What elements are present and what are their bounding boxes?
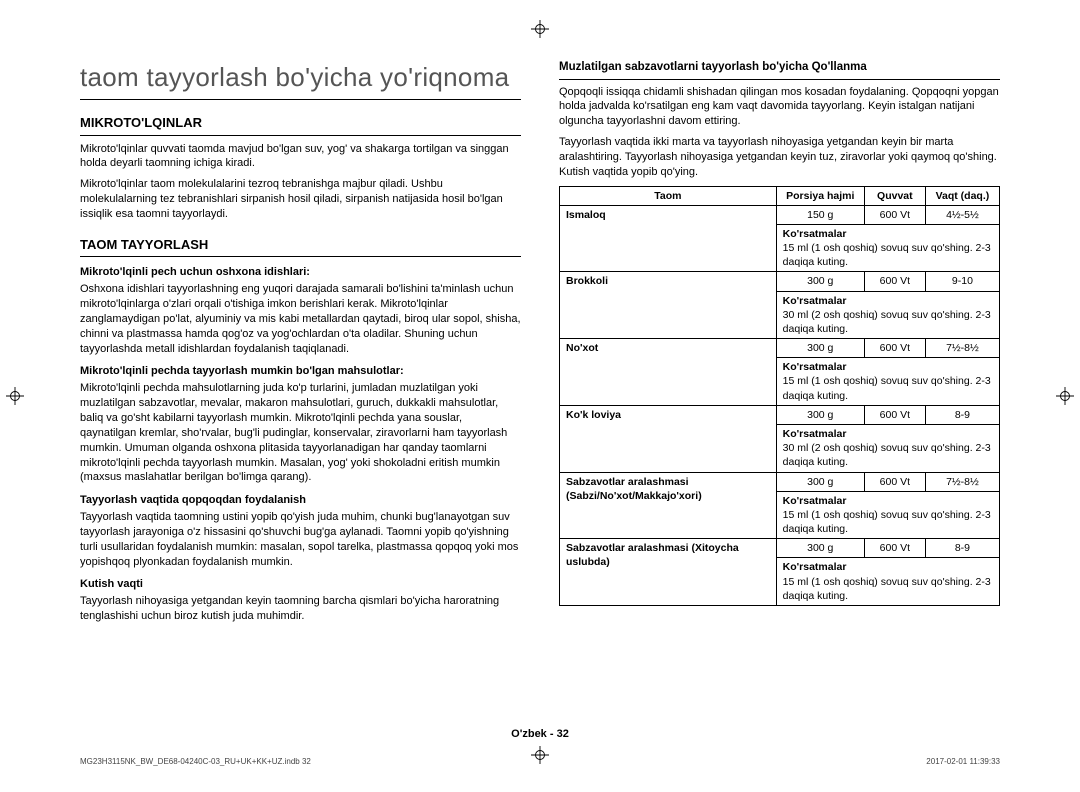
cell-instructions: Ko'rsatmalar15 ml (1 osh qoshiq) sovuq s… (776, 491, 999, 539)
paragraph: Tayyorlash nihoyasiga yetgandan keyin ta… (80, 594, 521, 624)
guide-title: Muzlatilgan sabzavotlarni tayyorlash bo'… (559, 60, 1000, 80)
registration-mark-right (1056, 387, 1074, 405)
instructions-label: Ko'rsatmalar (783, 427, 993, 441)
cell-food: Ismaloq (560, 205, 777, 272)
paragraph: Tayyorlash vaqtida ikki marta va tayyorl… (559, 135, 1000, 180)
paragraph: Tayyorlash vaqtida taomning ustini yopib… (80, 510, 521, 569)
left-column: taom tayyorlash bo'yicha yo'riqnoma MIKR… (80, 60, 521, 680)
section-heading-mikrotolqinlar: MIKROTO'LQINLAR (80, 114, 521, 136)
cell-portion: 300 g (776, 472, 864, 491)
instructions-text: 15 ml (1 osh qoshiq) sovuq suv qo'shing.… (783, 508, 993, 536)
subheading: Kutish vaqti (80, 577, 521, 592)
cell-power: 600 Vt (864, 272, 925, 291)
subheading: Tayyorlash vaqtida qopqoqdan foydalanish (80, 493, 521, 508)
cell-instructions: Ko'rsatmalar30 ml (2 osh qoshiq) sovuq s… (776, 424, 999, 472)
col-power: Quvvat (864, 186, 925, 205)
table-row: No'xot300 g600 Vt7½-8½ (560, 339, 1000, 358)
registration-mark-left (6, 387, 24, 405)
cell-time: 7½-8½ (925, 472, 999, 491)
instructions-label: Ko'rsatmalar (783, 294, 993, 308)
cell-time: 8-9 (925, 539, 999, 558)
paragraph: Oshxona idishlari tayyorlashning eng yuq… (80, 282, 521, 356)
cell-power: 600 Vt (864, 205, 925, 224)
cell-time: 4½-5½ (925, 205, 999, 224)
instructions-label: Ko'rsatmalar (783, 360, 993, 374)
table-row: Sabzavotlar aralashmasi (Xitoycha uslubd… (560, 539, 1000, 558)
cell-food: Ko'k loviya (560, 405, 777, 472)
section-heading-taom-tayyorlash: TAOM TAYYORLASH (80, 236, 521, 258)
cell-instructions: Ko'rsatmalar15 ml (1 osh qoshiq) sovuq s… (776, 358, 999, 406)
table-row: Sabzavotlar aralashmasi (Sabzi/No'xot/Ma… (560, 472, 1000, 491)
footnote-left: MG23H3115NK_BW_DE68-04240C-03_RU+UK+KK+U… (80, 757, 311, 768)
paragraph: Mikroto'lqinli pechda mahsulotlarning ju… (80, 381, 521, 485)
right-column: Muzlatilgan sabzavotlarni tayyorlash bo'… (559, 60, 1000, 680)
cell-time: 9-10 (925, 272, 999, 291)
instructions-text: 30 ml (2 osh qoshiq) sovuq suv qo'shing.… (783, 308, 993, 336)
content-columns: taom tayyorlash bo'yicha yo'riqnoma MIKR… (80, 60, 1000, 680)
cell-time: 7½-8½ (925, 339, 999, 358)
cell-portion: 300 g (776, 339, 864, 358)
cell-power: 600 Vt (864, 472, 925, 491)
cell-portion: 300 g (776, 272, 864, 291)
instructions-label: Ko'rsatmalar (783, 227, 993, 241)
instructions-text: 15 ml (1 osh qoshiq) sovuq suv qo'shing.… (783, 241, 993, 269)
cell-instructions: Ko'rsatmalar15 ml (1 osh qoshiq) sovuq s… (776, 558, 999, 606)
instructions-label: Ko'rsatmalar (783, 494, 993, 508)
cell-portion: 150 g (776, 205, 864, 224)
paragraph: Mikroto'lqinlar quvvati taomda mavjud bo… (80, 142, 521, 172)
paragraph: Qopqoqli issiqqa chidamli shishadan qili… (559, 85, 1000, 130)
table-header-row: Taom Porsiya hajmi Quvvat Vaqt (daq.) (560, 186, 1000, 205)
cell-portion: 300 g (776, 539, 864, 558)
instructions-label: Ko'rsatmalar (783, 560, 993, 574)
cell-food: Brokkoli (560, 272, 777, 339)
cell-instructions: Ko'rsatmalar15 ml (1 osh qoshiq) sovuq s… (776, 224, 999, 272)
page-title: taom tayyorlash bo'yicha yo'riqnoma (80, 60, 521, 100)
print-footnote: MG23H3115NK_BW_DE68-04240C-03_RU+UK+KK+U… (80, 757, 1000, 768)
instructions-text: 15 ml (1 osh qoshiq) sovuq suv qo'shing.… (783, 374, 993, 402)
subheading: Mikroto'lqinli pech uchun oshxona idishl… (80, 265, 521, 280)
registration-mark-top (531, 20, 549, 38)
cell-food: No'xot (560, 339, 777, 406)
cell-power: 600 Vt (864, 405, 925, 424)
table-row: Ko'k loviya300 g600 Vt8-9 (560, 405, 1000, 424)
paragraph: Mikroto'lqinlar taom molekulalarini tezr… (80, 177, 521, 222)
cell-food: Sabzavotlar aralashmasi (Sabzi/No'xot/Ma… (560, 472, 777, 539)
col-time: Vaqt (daq.) (925, 186, 999, 205)
cell-portion: 300 g (776, 405, 864, 424)
subheading: Mikroto'lqinli pechda tayyorlash mumkin … (80, 364, 521, 379)
col-food: Taom (560, 186, 777, 205)
footnote-right: 2017-02-01 11:39:33 (926, 757, 1000, 768)
cell-instructions: Ko'rsatmalar30 ml (2 osh qoshiq) sovuq s… (776, 291, 999, 339)
cell-power: 600 Vt (864, 339, 925, 358)
table-row: Ismaloq150 g600 Vt4½-5½ (560, 205, 1000, 224)
table-row: Brokkoli300 g600 Vt9-10 (560, 272, 1000, 291)
instructions-text: 15 ml (1 osh qoshiq) sovuq suv qo'shing.… (783, 575, 993, 603)
page-footer: O'zbek - 32 (0, 727, 1080, 742)
cell-food: Sabzavotlar aralashmasi (Xitoycha uslubd… (560, 539, 777, 606)
instructions-text: 30 ml (2 osh qoshiq) sovuq suv qo'shing.… (783, 441, 993, 469)
cooking-table: Taom Porsiya hajmi Quvvat Vaqt (daq.) Is… (559, 186, 1000, 606)
cell-power: 600 Vt (864, 539, 925, 558)
col-portion: Porsiya hajmi (776, 186, 864, 205)
cell-time: 8-9 (925, 405, 999, 424)
